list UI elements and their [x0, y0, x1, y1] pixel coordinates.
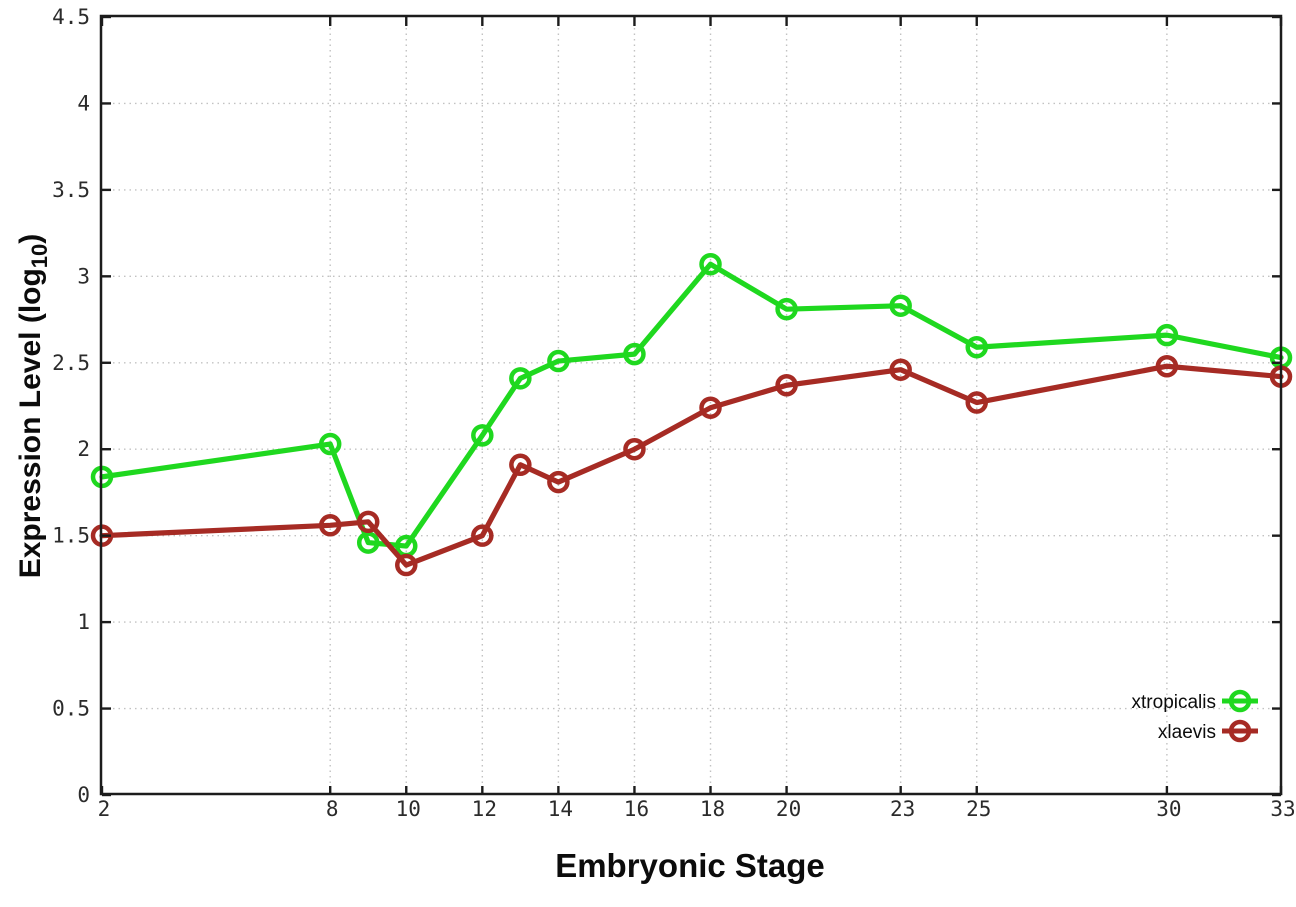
x-tick-label-14: 14: [548, 797, 573, 821]
data-point-xlaevis-stage-30: [1155, 354, 1179, 378]
data-point-xlaevis-stage-8: [318, 514, 342, 537]
x-tick-label-25: 25: [966, 797, 991, 821]
data-point-xtropicalis-stage-16: [623, 342, 646, 366]
data-point-xtropicalis-stage-12: [471, 424, 494, 447]
data-point-xlaevis-stage-25: [965, 391, 988, 414]
data-point-xtropicalis-stage-9: [356, 531, 380, 554]
data-point-xtropicalis-stage-20: [775, 297, 798, 321]
x-tick-label-8: 8: [326, 797, 339, 821]
data-point-xlaevis-stage-18: [699, 396, 722, 419]
data-point-xlaevis-stage-12: [471, 524, 494, 547]
legend-label-xlaevis: xlaevis: [1158, 722, 1216, 743]
x-tick-label-12: 12: [472, 797, 497, 821]
x-axis-title: Embryonic Stage: [555, 847, 825, 884]
data-point-xtropicalis-stage-14: [547, 349, 570, 373]
data-point-xlaevis-stage-9: [356, 510, 380, 534]
x-tick-label-2: 2: [98, 797, 111, 821]
series-line-xtropicalis: [99, 261, 1284, 549]
data-point-xtropicalis-stage-13: [509, 367, 532, 390]
data-point-xtropicalis-stage-8: [318, 432, 342, 456]
y-tick-label-3: 3: [77, 264, 90, 288]
data-point-xlaevis-stage-13: [509, 453, 532, 477]
series-xtropicalis: [90, 252, 1293, 558]
y-tick-label-0: 0: [77, 783, 90, 807]
legend-item-xlaevis: xlaevis: [1158, 719, 1258, 743]
x-tick-label-30: 30: [1156, 797, 1181, 821]
data-point-xtropicalis-stage-25: [965, 335, 988, 359]
grid-layer: [102, 17, 1281, 795]
data-point-xtropicalis-stage-23: [889, 294, 912, 317]
legend-marker-xlaevis: [1228, 719, 1252, 743]
x-tick-label-23: 23: [890, 797, 915, 821]
y-tick-label-1: 1: [77, 610, 90, 634]
data-point-xlaevis-stage-20: [775, 374, 798, 397]
x-tick-label-10: 10: [396, 797, 421, 821]
data-point-xtropicalis-stage-18: [699, 252, 722, 276]
y-tick-label-0.5: 0.5: [52, 697, 90, 721]
series-xlaevis: [90, 354, 1293, 577]
y-tick-label-2: 2: [77, 437, 90, 461]
data-point-xlaevis-stage-23: [889, 358, 912, 381]
legend-label-xtropicalis: xtropicalis: [1132, 692, 1216, 713]
data-point-xtropicalis-stage-30: [1155, 323, 1179, 347]
x-tick-label-16: 16: [624, 797, 649, 821]
series-layer: [90, 252, 1293, 577]
tick-labels-layer: 2 8 10 12 14 16 18 20 23 25 30 33 0 0.5 1 1.5 2 2.5 3 3.5 4 4…: [52, 5, 1296, 821]
x-tick-label-33: 33: [1270, 797, 1295, 821]
y-tick-label-1.5: 1.5: [52, 524, 90, 548]
data-point-xlaevis-stage-10: [395, 553, 418, 577]
y-tick-label-2.5: 2.5: [52, 351, 90, 375]
y-tick-label-4.5: 4.5: [52, 5, 90, 29]
y-axis-title: Expression Level (log10): [14, 234, 52, 579]
legend-item-xtropicalis: xtropicalis: [1132, 689, 1258, 713]
legend-marker-xtropicalis: [1228, 689, 1252, 713]
tick-marks-layer: [100, 15, 1283, 797]
data-point-xlaevis-stage-14: [547, 470, 570, 494]
legend: xtropicalis xlaevis: [1132, 689, 1258, 743]
x-tick-label-20: 20: [776, 797, 801, 821]
y-tick-label-3.5: 3.5: [52, 178, 90, 202]
y-axis-title-subscript: 10: [27, 244, 52, 268]
plot-frame: [99, 14, 1283, 796]
data-point-xlaevis-stage-16: [623, 437, 646, 461]
y-tick-label-4: 4: [77, 91, 90, 115]
x-tick-label-18: 18: [700, 797, 725, 821]
